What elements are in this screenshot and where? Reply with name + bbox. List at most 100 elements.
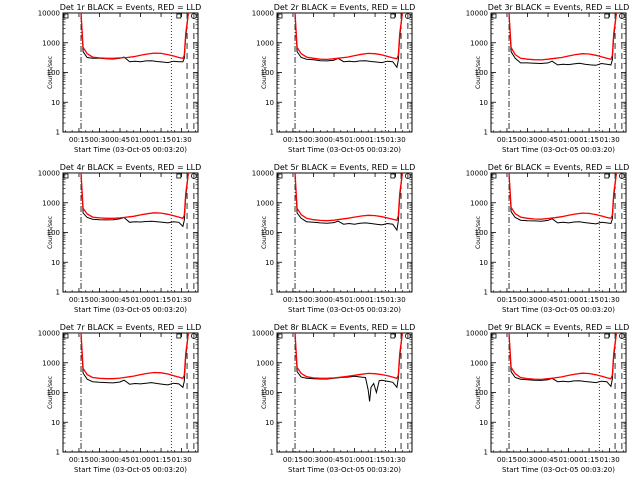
y-axis-label: Counts/sec bbox=[261, 216, 268, 249]
y-tick-label: 100 bbox=[261, 229, 274, 237]
events-series-line bbox=[277, 13, 411, 69]
y-axis-label: Counts/sec bbox=[47, 376, 54, 409]
y-tick-label: 10000 bbox=[38, 170, 60, 178]
corner-square-marker bbox=[63, 13, 69, 19]
y-tick-label: 100 bbox=[47, 229, 60, 237]
x-tick-label: 01:00 bbox=[344, 456, 364, 464]
corner-circle-marker bbox=[618, 173, 625, 179]
plot-frame bbox=[62, 332, 199, 453]
x-tick-label: 01:30 bbox=[171, 136, 191, 144]
y-tick-label: 10 bbox=[479, 99, 488, 107]
x-tick-label: 01:30 bbox=[599, 136, 619, 144]
y-tick-label: 100 bbox=[47, 389, 60, 397]
x-tick-label: 00:45 bbox=[324, 456, 344, 464]
y-tick-label: 1000 bbox=[470, 39, 488, 47]
y-tick-label: 10000 bbox=[466, 10, 488, 18]
corner-square-marker bbox=[604, 13, 610, 19]
corner-square-marker bbox=[176, 333, 182, 339]
corner-square-marker bbox=[491, 333, 497, 339]
corner-circle-marker bbox=[190, 13, 197, 19]
x-tick-label: 01:30 bbox=[599, 296, 619, 304]
x-tick-label: 01:00 bbox=[344, 136, 364, 144]
x-tick-label: 01:15 bbox=[365, 136, 385, 144]
y-tick-label: 100 bbox=[475, 229, 488, 237]
y-tick-label: 100 bbox=[261, 389, 274, 397]
x-tick-label: 00:15 bbox=[497, 456, 517, 464]
x-tick-label: 00:15 bbox=[69, 136, 89, 144]
plot-frame bbox=[490, 332, 627, 453]
x-axis-label: Start Time (03-Oct-05 00:03:20) bbox=[502, 466, 615, 474]
x-tick-label: 01:15 bbox=[579, 456, 599, 464]
lld-series-line bbox=[491, 13, 625, 61]
y-axis-label: Counts/sec bbox=[475, 216, 482, 249]
y-tick-label: 1000 bbox=[42, 39, 60, 47]
plot-frame bbox=[490, 12, 627, 133]
x-tick-label: 00:30 bbox=[517, 296, 537, 304]
detector-panel-9: Det 9r BLACK = Events, RED = LLD Counts/s… bbox=[466, 323, 630, 474]
corner-square-marker bbox=[604, 173, 610, 179]
y-tick-label: 1 bbox=[270, 449, 274, 457]
corner-square-marker bbox=[390, 173, 396, 179]
x-tick-label: 00:30 bbox=[517, 456, 537, 464]
y-tick-label: 10 bbox=[479, 419, 488, 427]
y-tick-label: 100 bbox=[475, 69, 488, 77]
x-tick-label: 00:45 bbox=[324, 296, 344, 304]
events-series-line bbox=[63, 13, 197, 64]
plot-frame bbox=[62, 12, 199, 133]
y-tick-label: 1000 bbox=[470, 359, 488, 367]
plot-frame bbox=[490, 172, 627, 293]
y-tick-label: 100 bbox=[475, 389, 488, 397]
y-axis-label: Counts/sec bbox=[261, 56, 268, 89]
y-tick-label: 10000 bbox=[466, 330, 488, 338]
y-tick-label: 10000 bbox=[38, 10, 60, 18]
x-tick-label: 01:00 bbox=[558, 136, 578, 144]
x-tick-label: 01:15 bbox=[151, 296, 171, 304]
y-tick-label: 10 bbox=[265, 259, 274, 267]
detector-panel-4: Det 4r BLACK = Events, RED = LLD Counts/s… bbox=[38, 163, 202, 314]
events-series-line bbox=[63, 333, 197, 389]
x-tick-label: 01:00 bbox=[130, 296, 150, 304]
panel-title: Det 6r BLACK = Events, RED = LLD bbox=[488, 163, 630, 172]
x-tick-label: 01:15 bbox=[579, 136, 599, 144]
x-tick-label: 01:15 bbox=[151, 136, 171, 144]
x-tick-label: 00:15 bbox=[283, 456, 303, 464]
corner-square-marker bbox=[277, 173, 283, 179]
corner-square-marker bbox=[277, 333, 283, 339]
y-axis-label: Counts/sec bbox=[47, 56, 54, 89]
x-tick-label: 00:30 bbox=[303, 136, 323, 144]
corner-circle-marker bbox=[404, 13, 411, 19]
lld-series-line bbox=[277, 333, 411, 380]
y-tick-label: 1000 bbox=[42, 359, 60, 367]
detector-panel-7: Det 7r BLACK = Events, RED = LLD Counts/s… bbox=[38, 323, 202, 474]
y-tick-label: 10 bbox=[479, 259, 488, 267]
x-tick-label: 01:00 bbox=[344, 296, 364, 304]
y-tick-label: 10 bbox=[51, 259, 60, 267]
detector-panel-2: Det 2r BLACK = Events, RED = LLD Counts/s… bbox=[252, 3, 416, 154]
y-tick-label: 1000 bbox=[256, 39, 274, 47]
corner-square-marker bbox=[277, 13, 283, 19]
events-series-line bbox=[277, 333, 411, 402]
y-tick-label: 1000 bbox=[42, 199, 60, 207]
x-tick-label: 00:30 bbox=[303, 296, 323, 304]
lld-series-line bbox=[491, 333, 625, 381]
x-tick-label: 00:15 bbox=[69, 296, 89, 304]
x-tick-label: 00:30 bbox=[89, 456, 109, 464]
y-tick-label: 1000 bbox=[470, 199, 488, 207]
y-tick-label: 1000 bbox=[256, 199, 274, 207]
plot-frame bbox=[276, 12, 413, 133]
panel-title: Det 2r BLACK = Events, RED = LLD bbox=[274, 3, 416, 12]
x-tick-label: 01:30 bbox=[171, 296, 191, 304]
panel-title: Det 9r BLACK = Events, RED = LLD bbox=[488, 323, 630, 332]
panel-title: Det 5r BLACK = Events, RED = LLD bbox=[274, 163, 416, 172]
x-axis-label: Start Time (03-Oct-05 00:03:20) bbox=[502, 306, 615, 314]
y-tick-label: 100 bbox=[47, 69, 60, 77]
panel-title: Det 8r BLACK = Events, RED = LLD bbox=[274, 323, 416, 332]
x-tick-label: 00:45 bbox=[110, 456, 130, 464]
y-tick-label: 10000 bbox=[466, 170, 488, 178]
plot-frame bbox=[276, 172, 413, 293]
y-axis-label: Counts/sec bbox=[47, 216, 54, 249]
y-tick-label: 1 bbox=[56, 449, 60, 457]
x-tick-label: 00:15 bbox=[497, 296, 517, 304]
y-tick-label: 1 bbox=[56, 289, 60, 297]
